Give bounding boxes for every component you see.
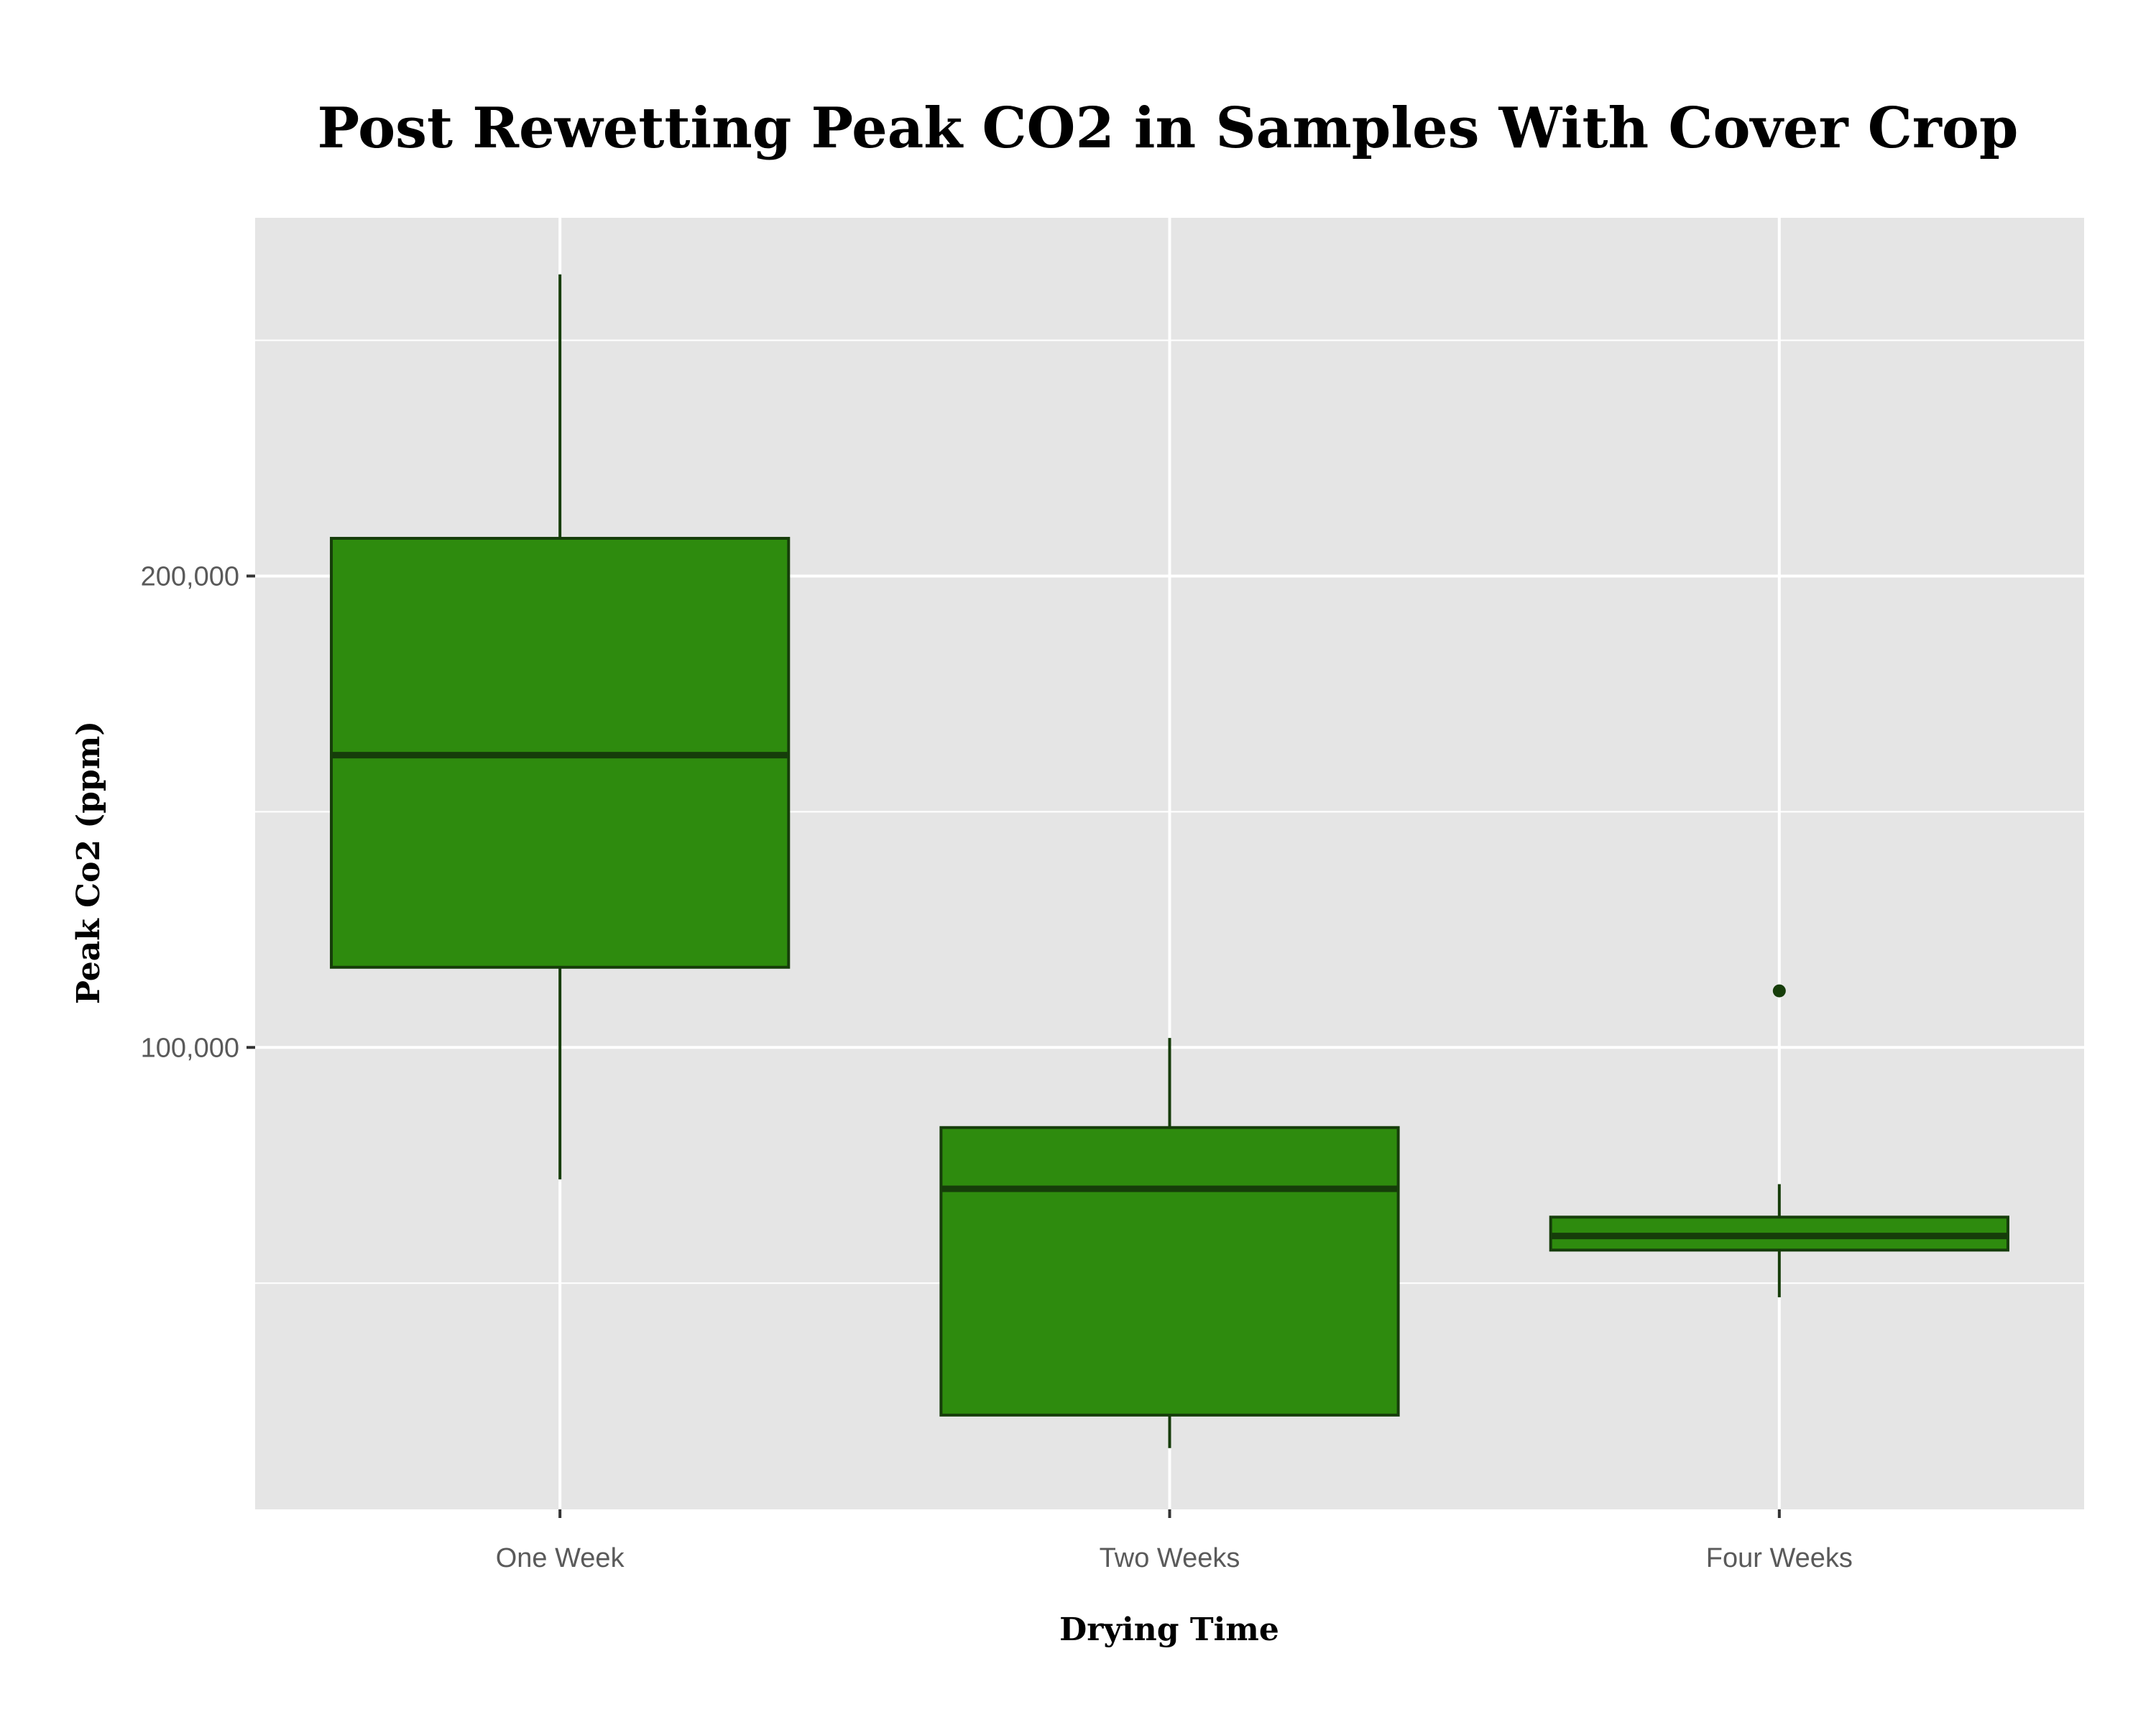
outlier-point (1772, 984, 1786, 998)
y-axis-title: Peak Co2 (ppm) (70, 721, 107, 1004)
y-tick-label: 200,000 (141, 561, 239, 592)
box-one-week (330, 274, 791, 1179)
axes: 100,000 200,000 One Week Two Weeks Four Week… (141, 561, 1853, 1573)
box-series (330, 274, 2009, 1448)
box-four-weeks (1549, 984, 2009, 1297)
x-tick-label: Two Weeks (1100, 1543, 1240, 1573)
interquartile-box (939, 1126, 1400, 1417)
chart-title: Post Rewetting Peak CO2 in Samples With … (318, 96, 2019, 161)
y-tick-label: 100,000 (141, 1033, 239, 1063)
x-tick-label: One Week (496, 1543, 625, 1573)
x-tick-label: Four Weeks (1706, 1543, 1853, 1573)
box-two-weeks (939, 1038, 1400, 1448)
x-axis-title: Drying Time (1059, 1611, 1279, 1648)
